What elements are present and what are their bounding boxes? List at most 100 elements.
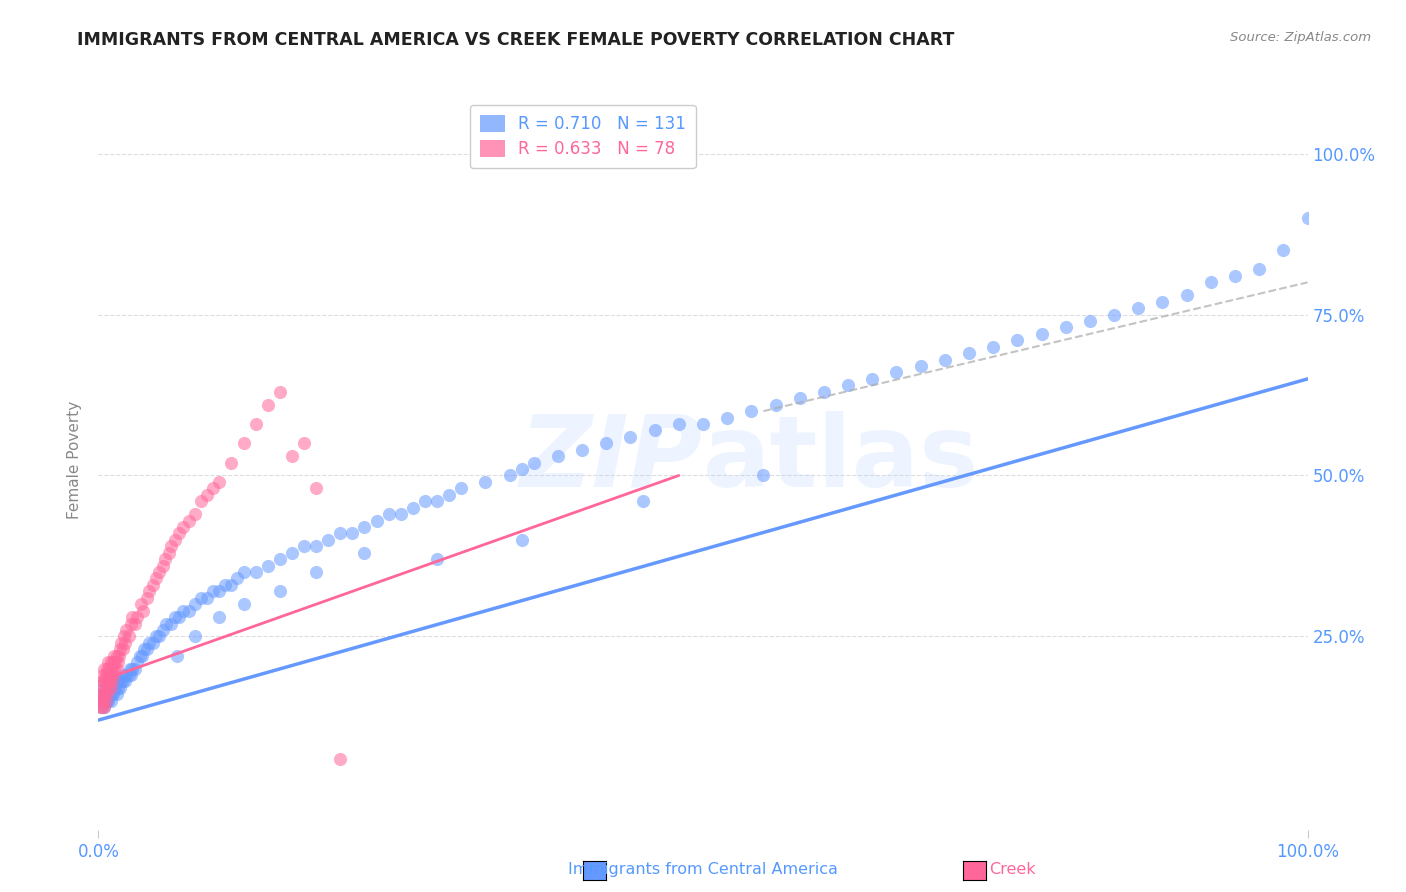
Point [96,674,118,689]
Point [221,456,243,470]
Point [329,752,352,766]
Point [232,436,254,450]
Point [108,681,131,695]
Point [142,578,165,592]
Point [96,687,118,701]
Point [184,507,207,521]
Point [789,391,811,405]
Point [157,546,180,560]
Point [96,687,118,701]
Point [118,668,141,682]
Point [1102,308,1125,322]
Point [152,558,174,573]
Point [112,668,135,682]
Text: Immigrants from Central America: Immigrants from Central America [568,863,838,877]
Point [97,681,120,695]
Point [110,674,132,689]
Point [155,616,177,631]
Point [1128,301,1150,315]
Point [98,687,121,701]
Point [426,494,449,508]
Point [402,500,425,515]
Point [93,700,115,714]
Point [184,629,207,643]
Point [100,681,122,695]
Point [1031,326,1053,341]
Point [111,674,134,689]
Point [1249,262,1271,277]
Point [124,662,146,676]
Point [292,539,315,553]
Point [97,655,120,669]
Point [692,417,714,431]
Point [121,610,143,624]
Point [94,694,117,708]
Point [91,700,114,714]
Point [934,352,956,367]
Point [166,648,188,663]
Point [413,494,436,508]
Point [232,597,254,611]
Point [292,436,315,450]
Point [120,616,142,631]
Point [121,662,143,676]
Point [91,687,114,701]
Point [93,700,115,714]
Point [169,526,191,541]
Point [96,694,118,708]
Point [571,442,593,457]
Point [377,507,399,521]
Point [195,591,218,605]
Point [93,662,115,676]
Point [131,648,153,663]
Point [153,552,176,566]
Point [100,681,122,695]
Point [256,558,278,573]
Point [163,610,186,624]
Point [837,378,859,392]
Point [98,681,121,695]
Point [305,481,328,495]
Point [91,681,114,695]
Point [124,616,146,631]
Text: Source: ZipAtlas.com: Source: ZipAtlas.com [1230,31,1371,45]
Point [269,584,291,599]
Point [668,417,690,431]
Point [426,552,449,566]
Point [510,533,533,547]
Point [208,475,231,489]
Point [100,681,122,695]
Point [114,674,136,689]
Point [957,346,980,360]
Point [281,546,304,560]
Point [1054,320,1077,334]
Point [1007,333,1029,347]
Point [148,629,170,643]
Point [90,694,112,708]
Point [644,424,666,438]
Point [89,700,111,714]
Point [202,584,225,599]
Point [148,565,170,579]
Point [107,655,129,669]
Point [101,668,124,682]
Point [160,616,183,631]
Point [981,340,1004,354]
Point [245,417,267,431]
Point [103,681,125,695]
Point [115,623,138,637]
Point [269,384,291,399]
Point [94,681,117,695]
Point [886,366,908,380]
Point [389,507,412,521]
Point [437,488,460,502]
Point [135,591,157,605]
Point [232,565,254,579]
Point [145,572,167,586]
Point [105,687,128,701]
Point [118,662,141,676]
Point [97,668,120,682]
Point [281,449,304,463]
Point [305,565,328,579]
Point [214,578,236,592]
